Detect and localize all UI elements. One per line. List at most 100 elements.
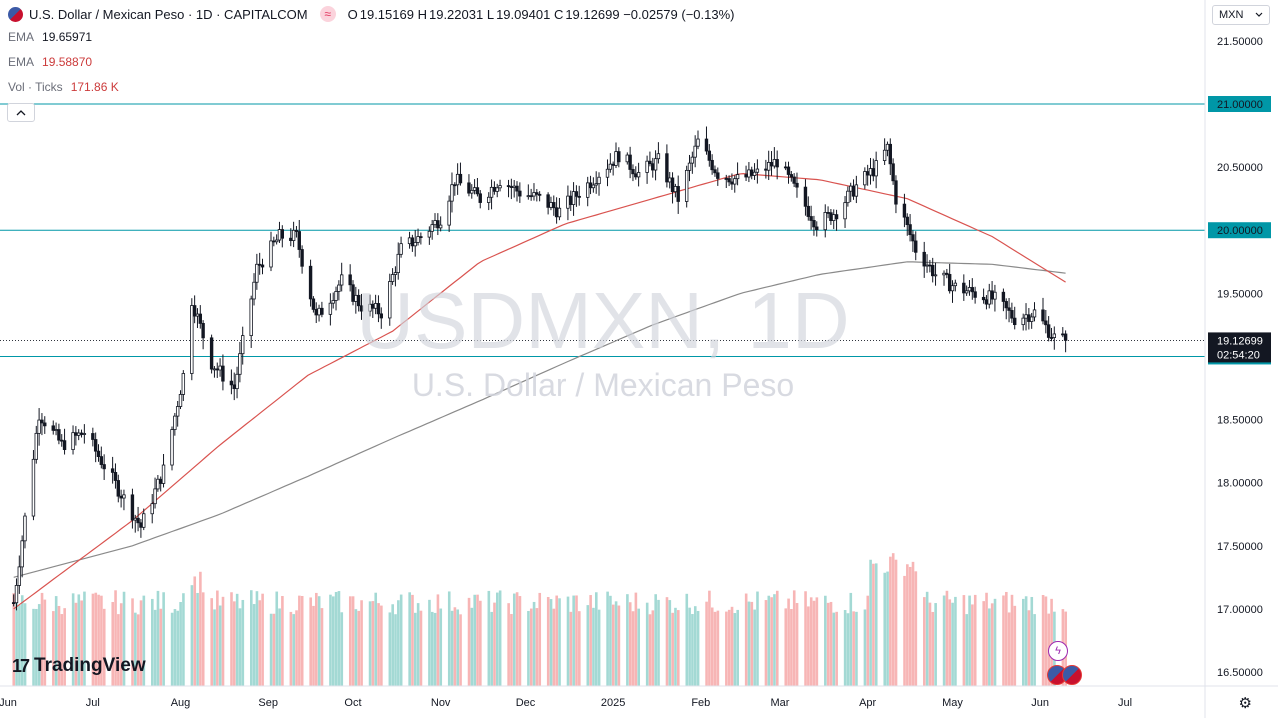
candle-body — [928, 264, 932, 267]
volume-bar — [255, 591, 259, 686]
candle-body — [716, 172, 720, 179]
time-tick-label: Dec — [516, 697, 536, 709]
volume-bar — [309, 597, 312, 686]
volume-bar — [74, 602, 78, 686]
candle-body — [43, 422, 47, 427]
candle-body — [783, 166, 788, 169]
candle-body — [987, 290, 991, 305]
us-economic-event-icon-2[interactable] — [1062, 665, 1082, 685]
volume-bar — [923, 597, 926, 686]
volume-bar — [357, 610, 361, 686]
volume-bar — [535, 608, 539, 686]
candle-body — [843, 202, 847, 220]
approx-icon[interactable]: ≈ — [319, 6, 336, 22]
low-value: 19.09401 — [496, 6, 551, 22]
candle-body — [79, 432, 84, 435]
candle-body — [1001, 291, 1006, 302]
candle-body — [546, 194, 550, 208]
candle-body — [57, 429, 61, 441]
volume-bar — [1024, 596, 1028, 686]
legend-volume[interactable]: Vol · Ticks 171.86 K — [8, 80, 119, 94]
price-tick-label: 20.50000 — [1217, 162, 1263, 174]
legend-ema-1[interactable]: EMA 19.65971 — [8, 30, 92, 44]
volume-bar — [233, 601, 236, 686]
volume-bar — [430, 611, 434, 686]
candle-body — [953, 282, 958, 287]
volume-bar — [111, 602, 115, 686]
currency-select[interactable]: MXN — [1212, 5, 1270, 25]
candle-body — [735, 174, 740, 180]
time-axis[interactable]: Jun Jul Aug Sep Oct Nov Dec 2025 Feb Mar Apr May Jun… — [0, 685, 1278, 709]
volume-bar — [589, 595, 592, 686]
volume-bar — [300, 596, 304, 686]
candle-body — [795, 182, 799, 188]
candle-body — [11, 602, 16, 604]
candle-body — [848, 185, 853, 192]
candle-body — [198, 313, 202, 324]
volume-bar — [416, 603, 420, 686]
volume-bar — [490, 611, 493, 686]
candle-body — [450, 184, 454, 202]
volume-bar — [934, 603, 937, 686]
candle-body — [317, 307, 321, 316]
candle-body — [71, 432, 75, 450]
volume-bar — [439, 608, 443, 686]
volume-bar — [447, 591, 451, 686]
candle-body — [863, 171, 867, 186]
legend-ema-2[interactable]: EMA 19.58870 — [8, 55, 92, 69]
volume-bar — [272, 613, 276, 686]
volume-bar — [453, 607, 457, 686]
volume-bar — [371, 601, 375, 686]
volume-bar — [162, 592, 165, 686]
volume-bar — [634, 592, 638, 686]
volume-bar — [433, 612, 437, 686]
candle-body — [532, 192, 536, 197]
volume-bar — [863, 609, 867, 686]
candle-body — [515, 185, 519, 192]
ema2-value: 19.58870 — [42, 55, 93, 69]
volume-bar — [119, 603, 123, 686]
settings-gear-icon[interactable]: ⚙ — [1238, 695, 1252, 712]
candle-body — [874, 160, 878, 177]
volume-bar — [807, 606, 810, 686]
candle-body — [139, 522, 143, 528]
volume-bar — [569, 611, 573, 686]
symbol-title[interactable]: U.S. Dollar / Mexican Peso · 1D · CAPITA… — [29, 6, 308, 22]
volume-bar — [269, 613, 273, 686]
lightning-event-icon[interactable]: ϟ — [1048, 641, 1068, 661]
candle-body — [727, 178, 731, 183]
volume-bar — [436, 594, 440, 686]
volume-bar — [843, 610, 847, 686]
volume-bar — [176, 610, 180, 686]
volume-bar — [298, 595, 301, 686]
chevron-up-icon — [16, 109, 26, 115]
time-tick-label: Jul — [86, 697, 100, 709]
candle-body — [235, 373, 239, 390]
candle-body — [436, 220, 440, 229]
volume-bar — [1005, 591, 1008, 686]
candle-body — [826, 212, 830, 214]
price-tick-label: 16.50000 — [1217, 667, 1263, 679]
candle-body — [153, 488, 157, 505]
volume-bar — [954, 596, 957, 686]
candle-body — [945, 272, 949, 275]
volume-bar — [32, 608, 35, 686]
tradingview-logo[interactable]: 17 TradingView — [12, 655, 146, 677]
candle-body — [54, 429, 58, 431]
volume-bar — [518, 596, 522, 686]
collapse-legend-button[interactable] — [7, 103, 35, 122]
volume-bar — [594, 592, 598, 686]
candle-body — [529, 195, 533, 198]
candle-body — [933, 274, 938, 277]
volume-bar — [903, 575, 906, 686]
candle-body — [257, 263, 262, 266]
candle-body — [376, 303, 381, 315]
candle-body — [495, 187, 499, 192]
volume-bar — [812, 600, 816, 686]
volume-bar — [60, 614, 64, 686]
volume-bar — [496, 592, 499, 686]
price-axis[interactable]: 21.50000 20.50000 19.50000 18.50000 18.00000… — [1204, 0, 1271, 718]
candle-body — [458, 173, 463, 184]
candle-body — [388, 281, 392, 319]
